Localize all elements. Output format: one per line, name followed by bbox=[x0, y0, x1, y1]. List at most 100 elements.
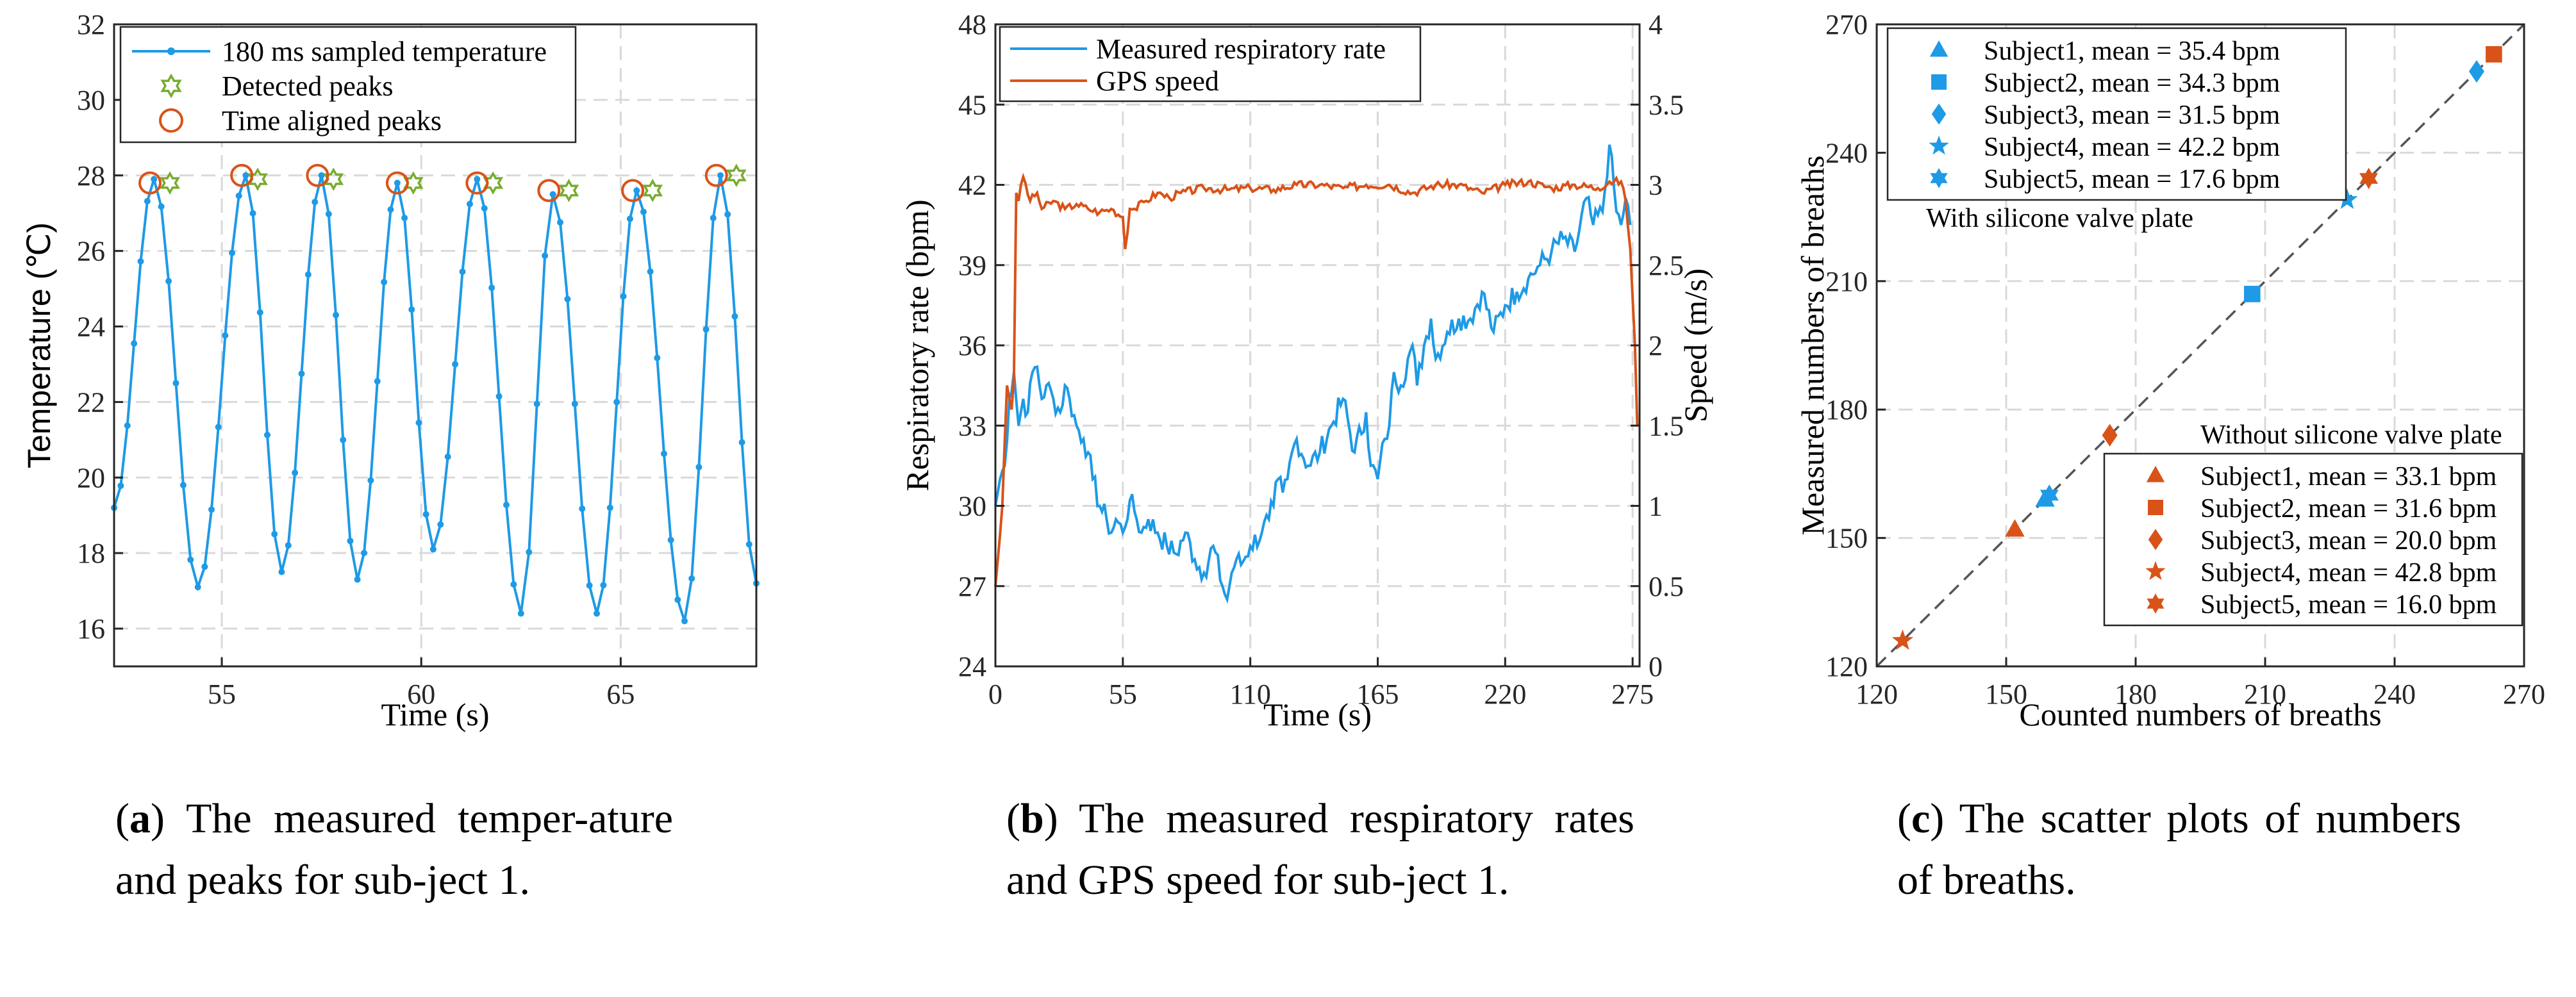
a-aligned-peak-marker bbox=[138, 171, 162, 195]
a-sample-point bbox=[165, 277, 172, 284]
a-legend-box bbox=[119, 26, 577, 144]
c-x-tick-label: 120 bbox=[1856, 679, 1898, 710]
b-y-axis-label: Respiratory rate (bpm) bbox=[899, 199, 935, 491]
c-legend-box bbox=[1886, 27, 2347, 201]
b-y-tick-label: 39 bbox=[958, 250, 986, 281]
a-sample-point bbox=[510, 581, 517, 588]
c-legend-marker bbox=[1930, 168, 1948, 188]
a-x-tick-label: 60 bbox=[407, 679, 435, 710]
panel-b-respiratory-chart: 0 55 110 165 220 27524273033363942454800.511.… bbox=[899, 9, 1713, 732]
b-x-tick-label: 110 bbox=[1229, 679, 1270, 710]
c-legend-marker bbox=[2148, 500, 2163, 515]
a-sample-point bbox=[158, 203, 165, 210]
a-sample-point bbox=[549, 191, 556, 198]
a-sample-point bbox=[367, 477, 374, 484]
a-sample-point bbox=[285, 542, 292, 549]
c-point-without-valve bbox=[2005, 519, 2025, 537]
c-y-tick-label: 270 bbox=[1825, 9, 1868, 40]
a-sample-point bbox=[731, 313, 738, 320]
a-sample-point bbox=[179, 482, 187, 489]
c-x-axis-label: Counted numbers of breaths bbox=[2019, 696, 2381, 732]
b-x-tick-label: 165 bbox=[1356, 679, 1399, 710]
a-y-tick-label: 24 bbox=[77, 311, 105, 343]
b-y-right-tick-label: 3 bbox=[1649, 170, 1663, 201]
a-detected-peak-marker bbox=[160, 171, 181, 195]
c-y-tick-label: 120 bbox=[1825, 651, 1868, 682]
caption-a-label: a bbox=[129, 795, 151, 842]
a-sample-point bbox=[325, 210, 332, 217]
a-y-tick-label: 16 bbox=[77, 613, 105, 645]
a-sample-point bbox=[172, 379, 179, 386]
b-x-tick-label: 220 bbox=[1484, 679, 1526, 710]
a-y-tick-label: 18 bbox=[77, 538, 105, 569]
caption-a: (a) The measured temper-ature and peaks … bbox=[115, 795, 673, 903]
a-sample-point bbox=[278, 568, 285, 575]
a-legend-sample-marker bbox=[167, 47, 175, 55]
a-sample-point bbox=[640, 208, 647, 215]
caption-c-text: The scatter plots of numbers of breaths. bbox=[1897, 795, 2461, 903]
a-sample-point bbox=[394, 179, 401, 186]
a-sample-point bbox=[381, 279, 388, 286]
a-sample-point bbox=[674, 596, 681, 603]
a-sample-point bbox=[401, 215, 408, 222]
c-y-tick-label: 180 bbox=[1825, 394, 1868, 425]
b-y-right-tick-label: 0 bbox=[1649, 651, 1663, 682]
a-sample-point bbox=[481, 205, 488, 212]
b-y-right-tick-label: 2.5 bbox=[1649, 250, 1684, 281]
a-sample-point bbox=[194, 584, 201, 591]
a-sample-point bbox=[144, 198, 151, 205]
c-x-tick-label: 210 bbox=[2244, 679, 2286, 710]
a-legend-label: 180 ms sampled temperature bbox=[222, 36, 547, 67]
a-sample-point bbox=[488, 284, 495, 292]
a-y-tick-label: 22 bbox=[77, 386, 105, 418]
b-y-right-axis-label: Speed (m/s) bbox=[1677, 268, 1713, 422]
a-aligned-peak-marker bbox=[230, 163, 254, 187]
a-series-temperature bbox=[111, 170, 760, 625]
b-x-axis-label: Time (s) bbox=[1263, 696, 1372, 732]
a-legend-label: Detected peaks bbox=[222, 70, 394, 102]
b-y-tick-label: 24 bbox=[958, 651, 986, 682]
a-x-tick-label: 65 bbox=[606, 679, 635, 710]
a-y-tick-label: 32 bbox=[77, 9, 105, 40]
c-identity-reference-line bbox=[1875, 23, 2525, 668]
a-sample-point bbox=[606, 504, 613, 511]
a-sample-point bbox=[571, 400, 578, 408]
a-sample-point bbox=[695, 463, 702, 470]
b-y-tick-label: 48 bbox=[958, 9, 986, 40]
caption-c: (c) The scatter plots of numbers of brea… bbox=[1897, 795, 2461, 903]
a-sample-point bbox=[564, 295, 571, 302]
c-legend-marker bbox=[2145, 561, 2166, 581]
a-detected-peak-marker bbox=[642, 179, 663, 202]
a-sample-point bbox=[688, 575, 695, 582]
a-sample-point bbox=[340, 436, 347, 443]
a-sample-point bbox=[333, 311, 340, 318]
c-point-with-valve bbox=[2336, 188, 2358, 210]
a-sample-point bbox=[222, 332, 229, 339]
a-sample-point bbox=[745, 541, 752, 548]
b-legend-label: Measured respiratory rate bbox=[1096, 33, 1386, 65]
b-y-tick-label: 33 bbox=[958, 410, 986, 441]
a-sample-point bbox=[256, 309, 263, 316]
a-sample-point bbox=[444, 453, 451, 460]
b-y-right-tick-label: 2 bbox=[1649, 330, 1663, 361]
c-legend-without-valve: Subject1, mean = 33.1 bpm Subject2, mean … bbox=[2103, 420, 2523, 627]
a-sample-point bbox=[542, 252, 549, 260]
a-sample-point bbox=[633, 187, 640, 194]
panel-a-temperature-chart: 55 60 65 16 18 20 22 24 26 28 30 32 Time (s) Temperat… bbox=[21, 9, 760, 732]
c-point-without-valve bbox=[2359, 167, 2379, 190]
a-sample-point bbox=[249, 210, 256, 217]
a-sample-point bbox=[586, 582, 593, 589]
a-sample-point bbox=[429, 546, 436, 553]
b-y-right-tick-label: 3.5 bbox=[1649, 89, 1684, 120]
caption-b: (b) The measured respiratory rates and G… bbox=[1006, 795, 1634, 903]
c-legend-title: With silicone valve plate bbox=[1926, 204, 2193, 233]
c-legend-marker bbox=[1929, 40, 1949, 57]
c-legend-label: Subject5, mean = 17.6 bpm bbox=[1984, 165, 2281, 194]
a-sample-point bbox=[594, 610, 601, 617]
b-legend-box bbox=[999, 26, 1422, 103]
c-point-without-valve bbox=[1891, 629, 1914, 650]
c-y-tick-label: 210 bbox=[1825, 266, 1868, 297]
c-legend-label: Subject3, mean = 20.0 bpm bbox=[2200, 526, 2497, 556]
a-sample-point bbox=[215, 424, 222, 431]
